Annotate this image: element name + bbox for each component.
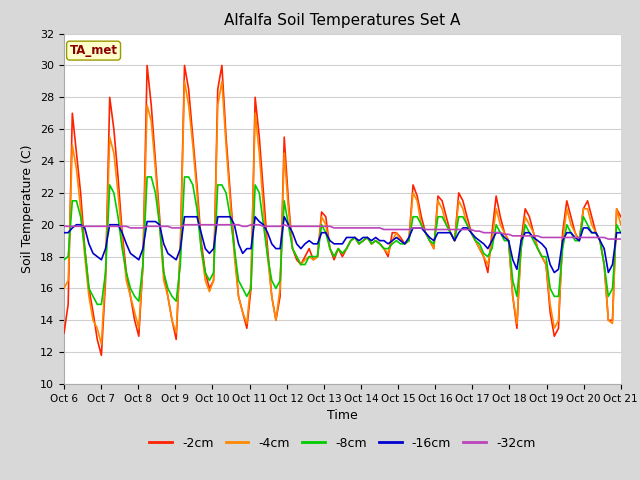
X-axis label: Time: Time	[327, 409, 358, 422]
Y-axis label: Soil Temperature (C): Soil Temperature (C)	[22, 144, 35, 273]
Text: TA_met: TA_met	[70, 44, 118, 57]
Legend: -2cm, -4cm, -8cm, -16cm, -32cm: -2cm, -4cm, -8cm, -16cm, -32cm	[145, 432, 540, 455]
Title: Alfalfa Soil Temperatures Set A: Alfalfa Soil Temperatures Set A	[224, 13, 461, 28]
